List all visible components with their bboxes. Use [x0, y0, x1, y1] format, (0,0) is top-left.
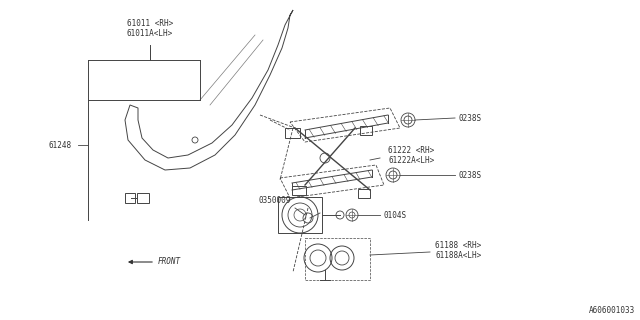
Bar	[292, 186, 306, 195]
Text: FRONT: FRONT	[158, 258, 181, 267]
Text: 61011 <RH>: 61011 <RH>	[127, 19, 173, 28]
Text: 61188A<LH>: 61188A<LH>	[435, 251, 481, 260]
Text: 0238S: 0238S	[458, 114, 481, 123]
Bar	[125, 193, 135, 203]
Text: 61248: 61248	[49, 140, 72, 149]
Text: 61188 <RH>: 61188 <RH>	[435, 241, 481, 250]
Bar	[278, 197, 322, 233]
Text: 61222A<LH>: 61222A<LH>	[388, 156, 435, 165]
Text: 61222 <RH>: 61222 <RH>	[388, 146, 435, 155]
Text: 0104S: 0104S	[383, 211, 406, 220]
Text: 0238S: 0238S	[458, 171, 481, 180]
Text: 61011A<LH>: 61011A<LH>	[127, 29, 173, 38]
Text: A606001033: A606001033	[589, 306, 635, 315]
Bar	[358, 189, 370, 198]
Bar	[137, 193, 149, 203]
Text: 0350009: 0350009	[258, 196, 291, 205]
Bar	[285, 128, 300, 138]
Bar	[360, 126, 372, 135]
